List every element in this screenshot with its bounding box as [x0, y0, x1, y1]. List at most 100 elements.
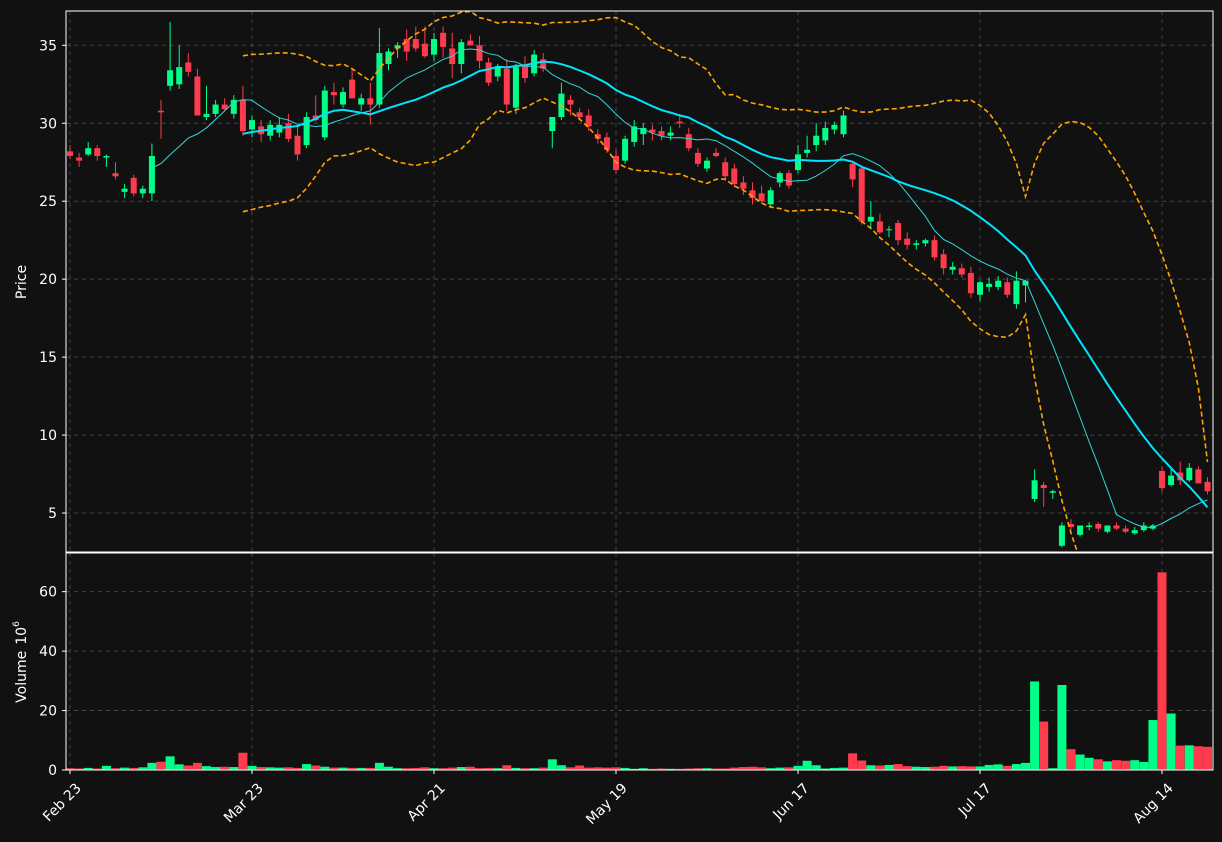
volume-axis-label-exponent: 6: [12, 621, 22, 627]
candle-body: [194, 76, 201, 116]
volume-bar: [666, 768, 676, 770]
volume-bar: [229, 767, 239, 770]
candle-body: [603, 137, 610, 150]
volume-bar: [456, 767, 466, 770]
volume-panel-frame: [65, 552, 1214, 771]
candle-body: [148, 155, 155, 194]
candle-body: [1013, 280, 1020, 305]
candle-body: [512, 67, 519, 108]
candle-body: [931, 240, 938, 258]
volume-bar: [129, 767, 139, 770]
volume-bar: [493, 768, 503, 770]
volume-bar: [811, 765, 821, 770]
candle-body: [176, 67, 183, 85]
candle-body: [239, 99, 246, 132]
volume-bar: [820, 768, 830, 770]
volume-bar: [702, 768, 712, 770]
volume-bar: [848, 753, 858, 770]
candle-body: [494, 67, 501, 77]
candle-body: [403, 39, 410, 52]
candle-body: [503, 68, 510, 105]
volume-bar: [939, 765, 949, 770]
volume-bar: [920, 767, 930, 770]
volume-bar: [356, 767, 366, 770]
candle-body: [285, 123, 292, 139]
volume-bar: [638, 768, 648, 770]
price-tick-label: 30: [39, 116, 57, 132]
candle-body: [294, 135, 301, 155]
volume-bar: [183, 765, 193, 770]
volume-bar: [256, 767, 266, 770]
candle-body: [458, 42, 465, 65]
candle-body: [1122, 528, 1129, 532]
candle-body: [731, 168, 738, 185]
volume-bar: [393, 768, 403, 770]
volume-bar: [1148, 720, 1158, 770]
candle-body: [1086, 525, 1093, 528]
candle-body: [722, 162, 729, 177]
volume-bar: [1166, 713, 1176, 770]
candle-body: [767, 190, 774, 205]
volume-bar: [930, 766, 939, 770]
candle-body: [813, 135, 820, 146]
candle-body: [367, 98, 374, 105]
volume-axis-label-text: Volume: [14, 651, 30, 703]
volume-bar: [1030, 681, 1040, 770]
volume-axis-label: Volume 106: [12, 621, 30, 703]
volume-bar: [147, 762, 157, 770]
candle-body: [167, 70, 174, 86]
volume-bar: [74, 768, 84, 770]
candle-body: [658, 131, 665, 136]
candle-body: [330, 92, 337, 96]
volume-bar: [884, 764, 894, 770]
candle-body: [713, 152, 720, 156]
volume-bar: [411, 767, 421, 770]
candle-body: [831, 124, 838, 130]
candle-body: [376, 53, 383, 105]
price-tick-label: 15: [39, 350, 57, 366]
candle-body: [904, 238, 911, 245]
volume-axis-label-base: 10: [14, 627, 30, 645]
candle-body: [394, 45, 401, 49]
candle-body: [1104, 525, 1111, 532]
candle-body: [203, 113, 210, 118]
candle-body: [1159, 470, 1165, 489]
volume-bar: [902, 766, 912, 770]
candle-body: [212, 104, 219, 114]
candle-body: [685, 134, 692, 149]
candle-body: [249, 120, 255, 130]
volume-bar: [538, 767, 548, 770]
price-axis-label: Price: [14, 265, 30, 299]
candle-body: [94, 148, 101, 156]
volume-bars: [66, 572, 1212, 770]
volume-bar: [657, 768, 666, 770]
candle-body: [340, 92, 346, 105]
volume-bar: [302, 764, 312, 770]
volume-bar: [202, 766, 211, 770]
volume-bar: [174, 764, 184, 770]
candle-body: [995, 280, 1002, 287]
volume-bar: [265, 767, 275, 770]
candle-body: [567, 99, 574, 105]
volume-bar: [757, 767, 767, 770]
candle-body: [631, 126, 638, 142]
candle-body: [522, 65, 528, 79]
volume-bar: [156, 761, 166, 770]
price-tick-label: 5: [48, 506, 57, 522]
candle-body: [1077, 525, 1084, 535]
candle-body: [594, 134, 601, 139]
candle-body: [886, 229, 892, 231]
candle-body: [585, 115, 592, 127]
volume-bar: [911, 766, 921, 770]
candle-body: [967, 272, 974, 294]
candle-body: [940, 254, 947, 269]
volume-bar: [447, 767, 457, 770]
volume-bar: [948, 766, 958, 770]
volume-bar: [1039, 721, 1049, 770]
volume-bar: [1130, 760, 1140, 770]
candle-body: [230, 99, 237, 114]
candle-body: [740, 182, 747, 189]
indicator-lines: [151, 11, 1209, 552]
volume-bar: [529, 768, 539, 770]
